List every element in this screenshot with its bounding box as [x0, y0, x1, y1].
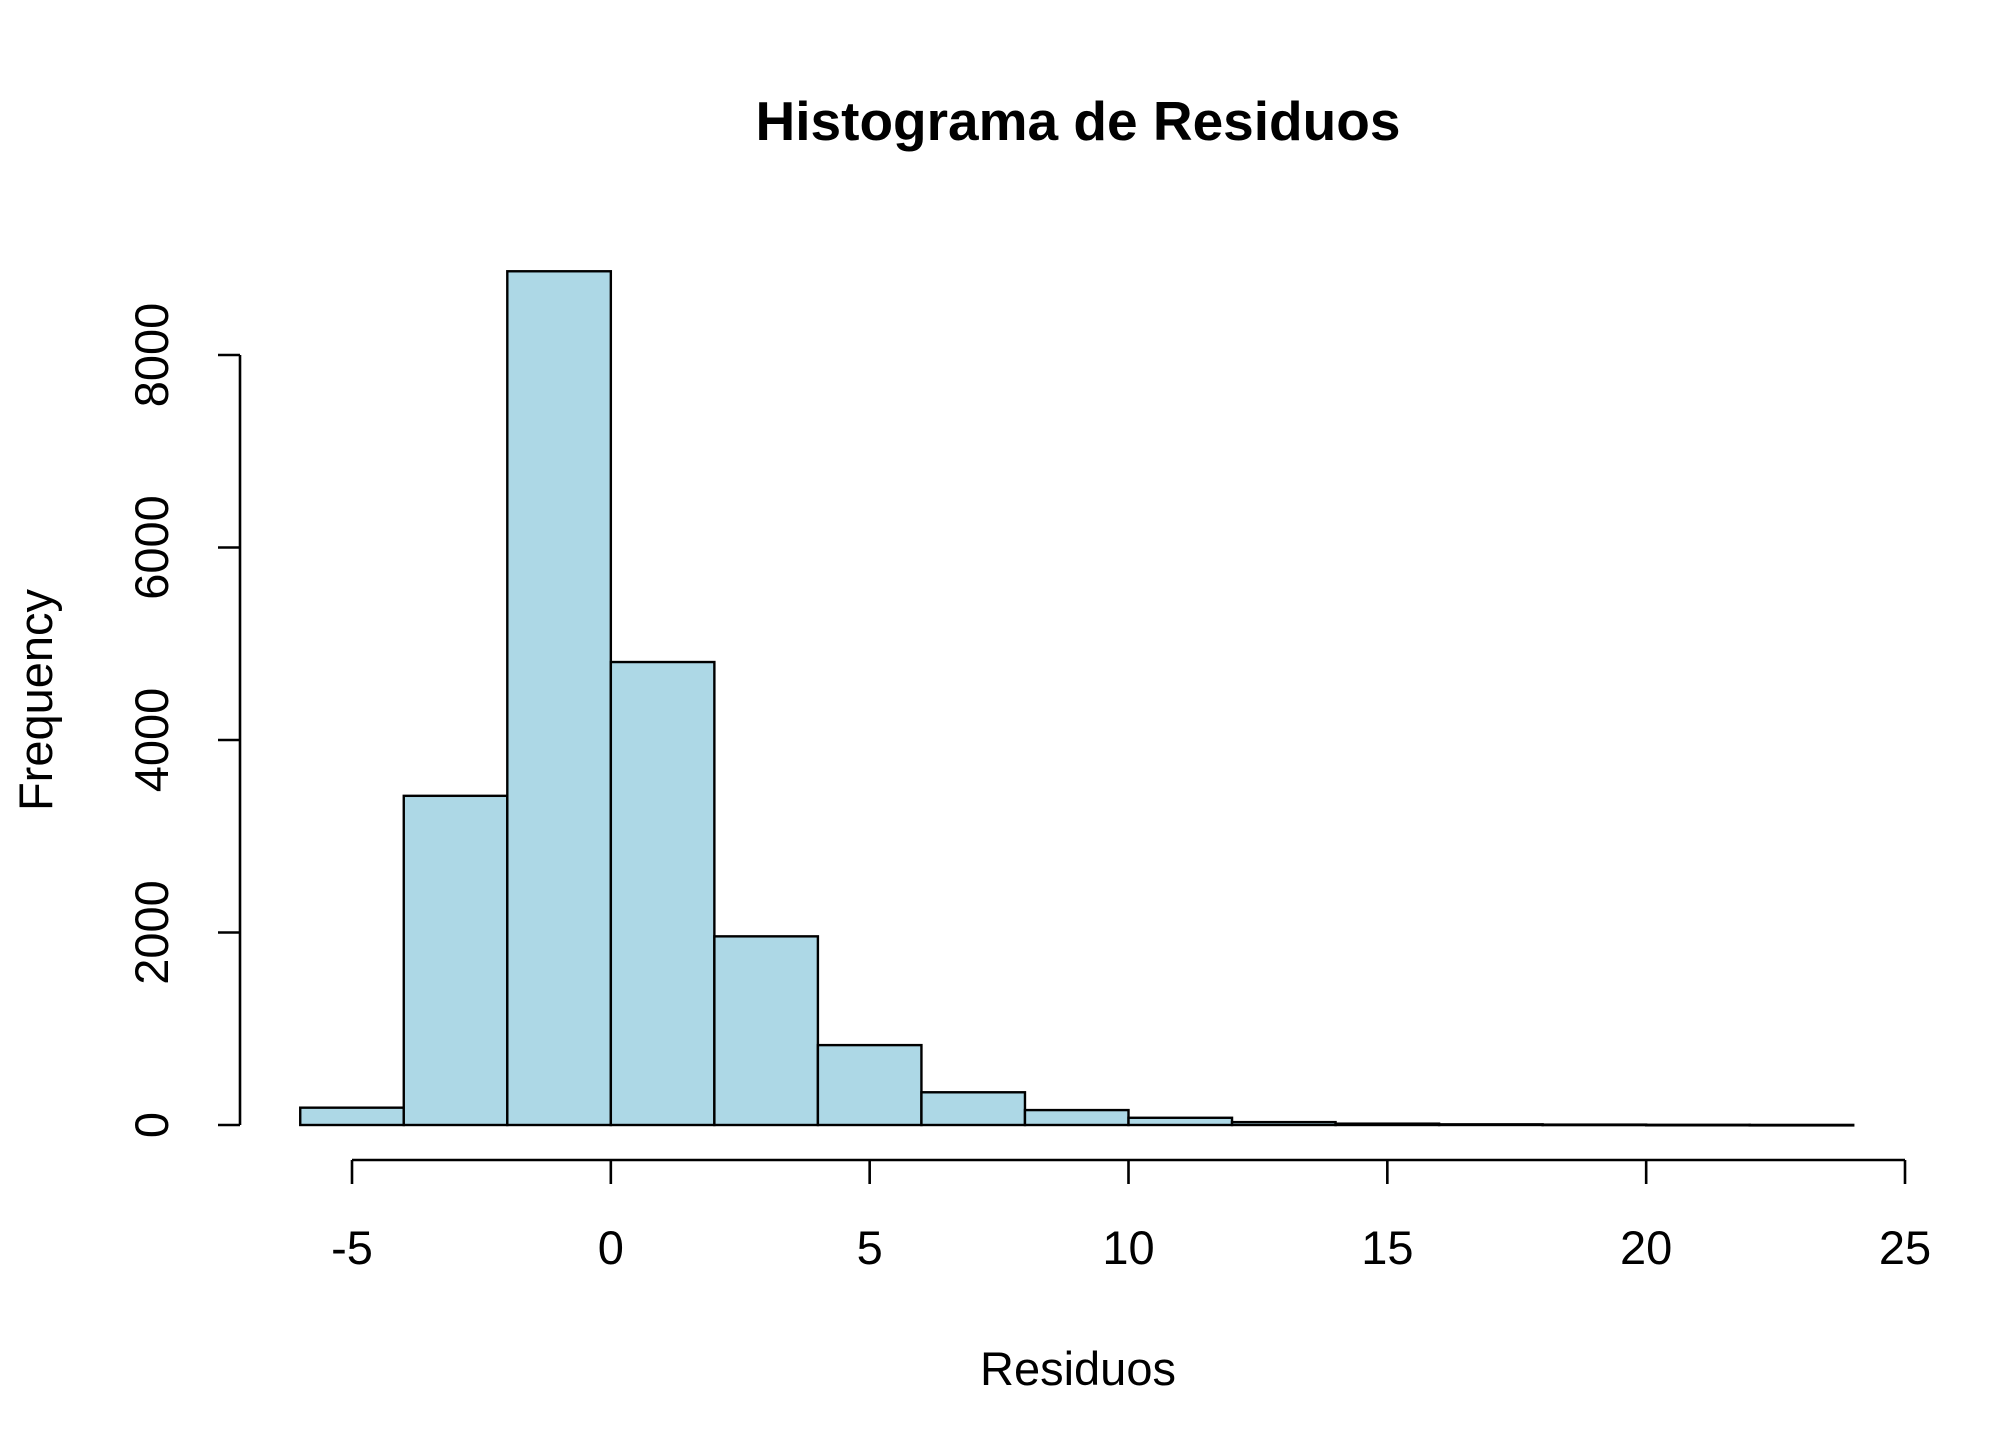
histogram-bar — [609, 660, 716, 1127]
histogram-bar — [816, 1043, 923, 1127]
y-axis: 0 2000 4000 6000 8000 — [125, 303, 242, 1138]
x-tick-label: 15 — [1361, 1221, 1413, 1274]
histogram-bar — [920, 1091, 1027, 1127]
histogram-bar — [402, 794, 509, 1127]
x-tick-label: 25 — [1879, 1221, 1931, 1274]
x-axis-label: Residuos — [980, 1342, 1176, 1395]
histogram-bar — [1023, 1108, 1130, 1127]
histogram-bars — [299, 270, 1855, 1127]
y-tick-label: 4000 — [125, 688, 178, 793]
y-tick-label: 6000 — [125, 495, 178, 600]
x-tick-label: 10 — [1102, 1221, 1154, 1274]
histogram-bar — [1334, 1122, 1441, 1127]
histogram-bar — [713, 935, 820, 1127]
histogram-bar — [1644, 1123, 1751, 1127]
histogram-bar — [1437, 1123, 1544, 1127]
histogram-bar — [506, 270, 613, 1127]
y-axis-label: Frequency — [9, 588, 62, 811]
x-axis: -5 0 5 10 15 20 25 — [331, 1158, 1931, 1274]
histogram-bar — [299, 1106, 405, 1127]
chart-title: Histograma de Residuos — [756, 90, 1401, 152]
x-tick-label: 0 — [598, 1221, 624, 1274]
histogram-bar — [1541, 1123, 1648, 1127]
x-tick-label: -5 — [331, 1221, 373, 1274]
x-tick-label: 5 — [857, 1221, 883, 1274]
histogram-bar — [1748, 1123, 1855, 1127]
y-tick-label: 0 — [125, 1112, 178, 1138]
y-tick-label: 8000 — [125, 303, 178, 408]
histogram-bar — [1230, 1120, 1337, 1127]
histogram-bar — [1127, 1116, 1234, 1127]
x-tick-label: 20 — [1620, 1221, 1672, 1274]
y-tick-label: 2000 — [125, 880, 178, 985]
